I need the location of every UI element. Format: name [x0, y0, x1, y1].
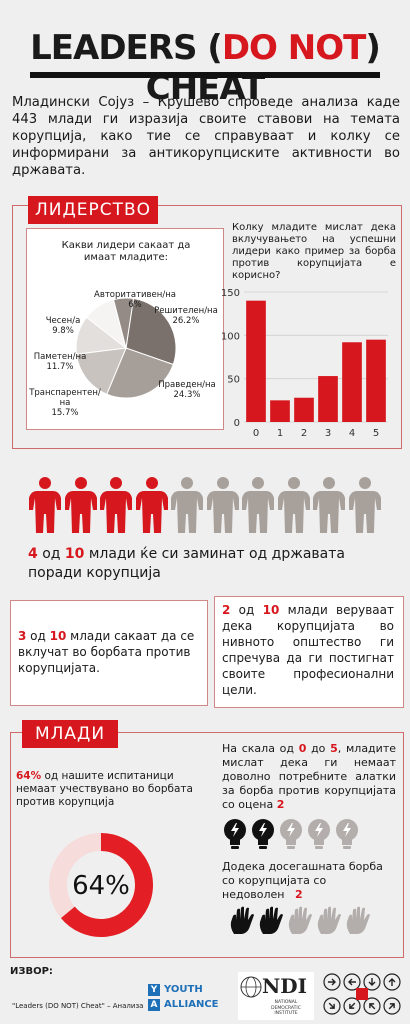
pie-slice-2 — [75, 347, 127, 395]
arrow-icon — [363, 997, 381, 1015]
arrow-icon — [383, 973, 401, 991]
source-text: "Leaders (DO NOT) Cheat" – Анализа — [12, 1002, 144, 1010]
arrow-icon — [383, 997, 401, 1015]
bar-5 — [366, 339, 386, 422]
donut-label: 64% — [72, 871, 130, 901]
career-block-box — [214, 596, 404, 708]
bulb-rating-row — [222, 818, 396, 854]
pie-slice-0 — [125, 297, 177, 366]
person-icon-empty — [348, 477, 381, 533]
bar-ytick-1: 50 — [227, 375, 240, 386]
bar-title: Колку младите мислат дека вклучувањето н… — [232, 222, 396, 281]
join-fight-text: 3 од 10 млади сакаат да се вклучат во бо… — [18, 629, 195, 675]
hand-rating-row — [228, 906, 398, 940]
join-fight-box — [10, 600, 208, 706]
person-icon-filled — [29, 477, 61, 533]
youth-label: МЛАДИ — [22, 720, 118, 748]
title-part-highlight: DO NOT — [221, 28, 367, 68]
donut-chart: 64% — [49, 833, 153, 937]
person-icon-filled — [64, 477, 97, 533]
pie-label-smart: Паметен/на 11.7% — [33, 352, 87, 372]
title-part-1: LEADERS ( — [30, 28, 223, 68]
lightbulb-icon-filled — [252, 819, 274, 849]
lightbulb-icon-empty — [336, 819, 358, 849]
lightbulb-icon-filled — [224, 819, 246, 849]
arrow-icon — [363, 973, 381, 991]
bar-4 — [342, 342, 362, 422]
pie-slice-5 — [112, 297, 135, 349]
pie-title: Какви лидери сакаат да имаат младите: — [61, 240, 191, 263]
bar-xtick-3: 3 — [325, 428, 331, 439]
title-underline — [30, 72, 380, 78]
bar-1 — [270, 400, 290, 422]
pie-label-honest: Чесен/а 9.8% — [45, 316, 81, 336]
youth-participation-text: 64% од нашите испитаници немаат учествув… — [16, 770, 193, 808]
hand-icon-empty — [288, 906, 312, 934]
person-icon-empty — [171, 477, 203, 533]
pie-label-decisive: Решителен/на 26.2% — [154, 306, 218, 326]
person-icon-empty — [277, 477, 310, 533]
bar-xtick-2: 2 — [301, 428, 307, 439]
bar-xtick-5: 5 — [373, 428, 379, 439]
bar-ytick-0: 0 — [234, 418, 240, 429]
arrow-icon — [343, 997, 361, 1015]
pie-label-fair: Праведен/на 24.3% — [158, 380, 216, 400]
arrow-icon — [323, 997, 341, 1015]
career-block-text: 2 од 10 млади веруваат дека корупцијата … — [222, 603, 394, 697]
bar-0 — [246, 300, 266, 422]
globe-icon — [240, 976, 262, 998]
bar-ytick-3: 150 — [221, 288, 240, 299]
bar-xtick-0: 0 — [253, 428, 259, 439]
pie-label-authoritative: Авторитативен/на 6% — [94, 290, 176, 310]
pie-label-transparent: Транспарентен/на 15.7% — [29, 388, 101, 418]
hand-icon-empty — [317, 906, 341, 934]
bar-xtick-1: 1 — [277, 428, 283, 439]
lightbulb-icon-empty — [308, 819, 330, 849]
tools-scale-text: На скала од 0 до 5, младите мислат дека … — [222, 742, 396, 811]
donut-arc — [60, 833, 153, 937]
hand-icon-empty — [346, 906, 370, 934]
hand-icon-filled — [259, 906, 283, 934]
arrow-icon — [323, 973, 341, 991]
bar-2 — [294, 397, 314, 422]
ndi-logo: NDI NATIONAL DEMOCRATIC INSTITUTE — [238, 972, 314, 1020]
person-icon-empty — [313, 477, 345, 533]
youth-alliance-logo: Y A YOUTH ALLIANCE — [148, 984, 232, 1014]
person-icon-filled — [135, 477, 168, 533]
bar-chart: 0 50 100 150 0 1 2 3 4 5 — [221, 288, 388, 439]
people-icon-row — [28, 476, 388, 536]
arrows-logo — [323, 973, 401, 1015]
bar-3 — [318, 376, 338, 422]
pie-chart — [75, 297, 177, 399]
arrow-icon — [343, 973, 361, 991]
source-label: ИЗВОР: — [10, 966, 53, 977]
bar-ytick-2: 100 — [221, 331, 240, 342]
leave-country-stat: 4 од 10 млади ќе си заминат од државата … — [28, 546, 345, 581]
lightbulb-icon-empty — [280, 819, 302, 849]
hand-icon-filled — [230, 906, 254, 934]
fight-rating-text: Додека досегашната борба со корупцијата … — [222, 860, 383, 901]
pie-slice-1 — [106, 347, 174, 399]
bar-xtick-4: 4 — [349, 428, 355, 439]
person-icon-filled — [100, 477, 132, 533]
logo-accent — [356, 988, 368, 1000]
person-icon-empty — [206, 477, 239, 533]
intro-text: Младински Сојуз – Крушево спроведе анали… — [12, 95, 400, 178]
person-icon-empty — [242, 477, 274, 533]
leadership-label: ЛИДЕРСТВО — [28, 196, 158, 224]
